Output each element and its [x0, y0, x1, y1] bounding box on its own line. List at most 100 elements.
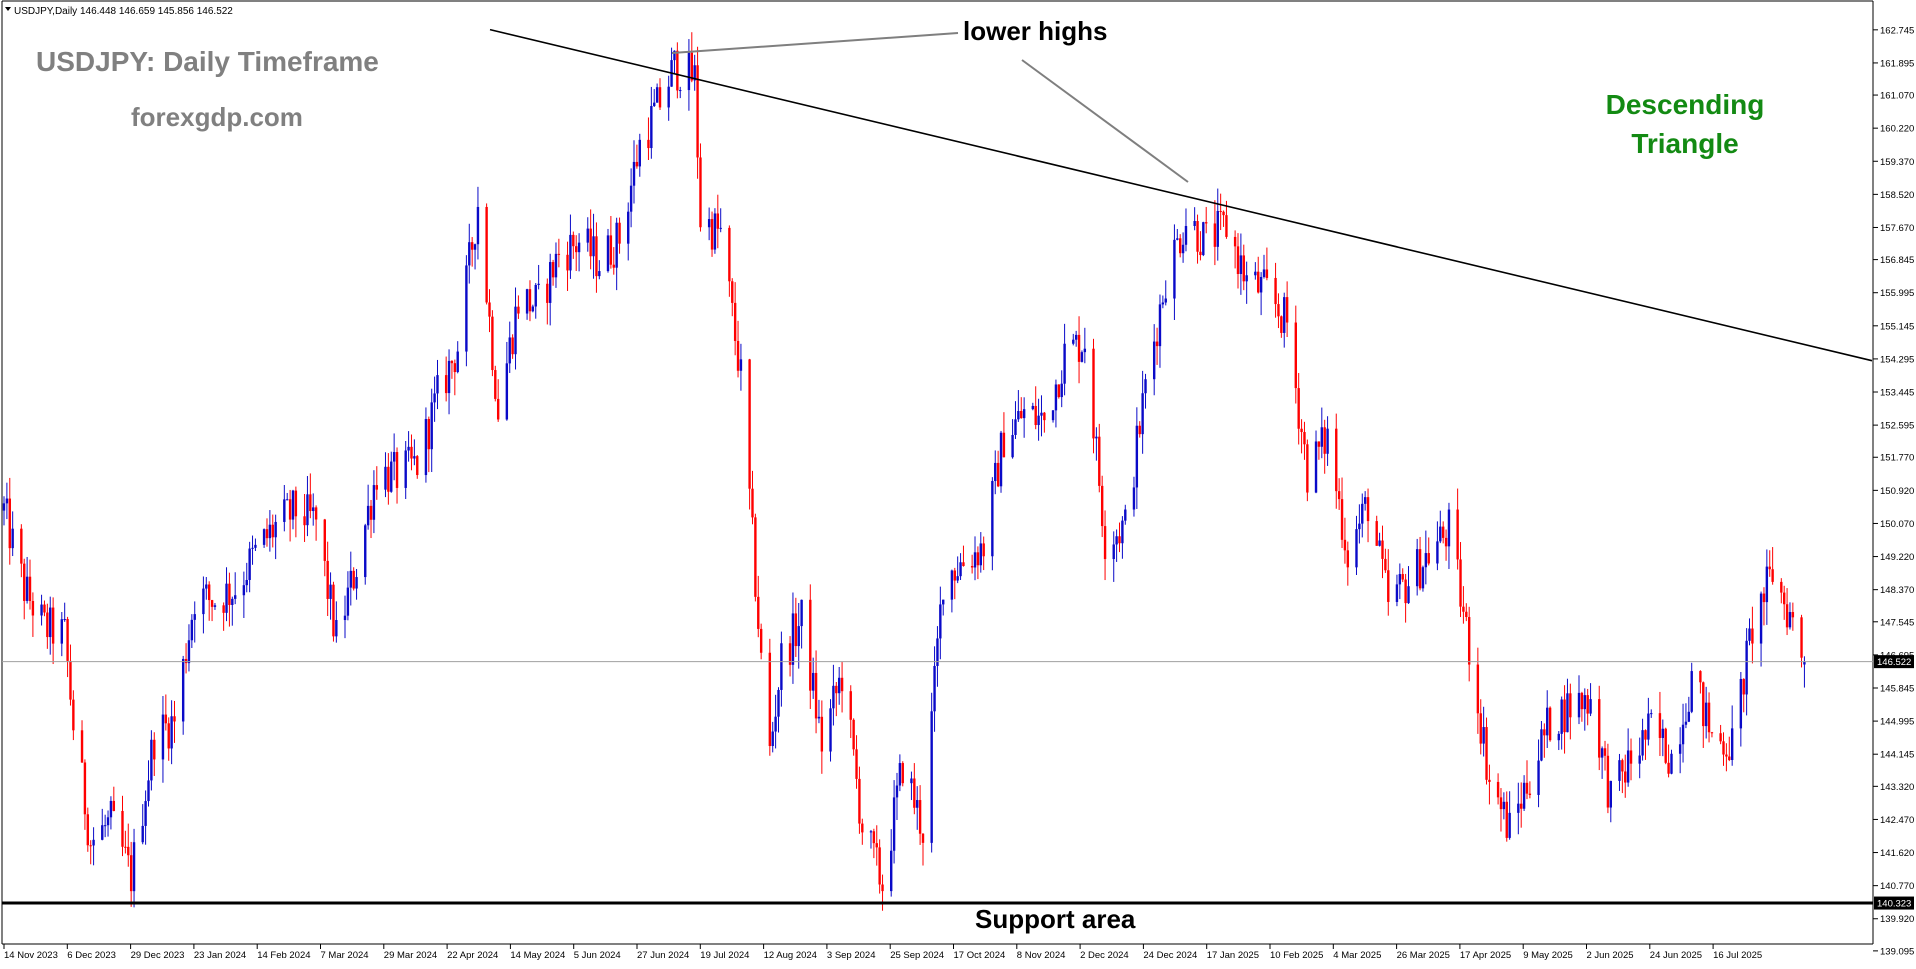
candle-body-bear [1586, 695, 1589, 714]
candle-body-bear [699, 157, 702, 228]
price-tick-label: 141.620 [1880, 848, 1914, 859]
candle-body-bull [1158, 304, 1162, 347]
candle-body-bull [1083, 348, 1087, 353]
candle-body-bear [1280, 316, 1283, 333]
candle-body-bear [303, 516, 306, 526]
candle-body-bear [1257, 271, 1260, 293]
candle-body-bull [1011, 434, 1014, 458]
candle-body-bull [268, 524, 272, 539]
candle-body-bear [528, 289, 532, 312]
price-tick-label: 161.070 [1880, 91, 1914, 102]
candle-body-bull [231, 598, 234, 605]
candle-body-bull [390, 461, 393, 492]
candle-body-bull [1173, 239, 1176, 299]
candle-body-bear [369, 505, 373, 520]
candle-body-bear [470, 242, 474, 250]
candle-body-bull [202, 588, 205, 615]
candle-body-bull [577, 242, 581, 253]
candle-body-bull [1051, 410, 1055, 421]
candle-body-bear [814, 672, 818, 719]
candle-body-bull [1540, 729, 1543, 761]
candle-body-bull [366, 505, 370, 526]
candle-body-bull [1239, 255, 1243, 275]
time-tick-label: 10 Feb 2025 [1270, 950, 1323, 961]
price-axis: 162.745 161.895 161.070 160.220 159.370 158.5… [1873, 25, 1914, 957]
candle-body-bear [1233, 236, 1237, 247]
candle-body-bear [1485, 727, 1488, 780]
candle-body-bear [1629, 750, 1633, 764]
price-tick-label: 154.295 [1880, 354, 1914, 365]
time-tick-label: 12 Aug 2024 [764, 950, 817, 961]
candle-body-bull [1115, 536, 1118, 545]
candle-body-bear [1465, 611, 1468, 618]
candle-body-bull [436, 375, 439, 394]
candle-body-bull [687, 52, 691, 91]
candle-body-bear [1525, 782, 1529, 794]
candle-body-bear [676, 50, 679, 91]
svg-text:140.323: 140.323 [1877, 899, 1911, 910]
candle-body-bear [976, 552, 980, 566]
candle-body-bull [837, 677, 841, 694]
chart-title: USDJPY: Daily Timeframe [36, 46, 379, 77]
candle-body-bear [129, 855, 133, 892]
candle-body-bull [950, 570, 954, 600]
candle-body-bear [1098, 436, 1101, 486]
candle-body-bull [1681, 724, 1685, 745]
candle-body-bull [473, 244, 477, 250]
candle-body-bull [1704, 702, 1708, 727]
candle-body-bull [465, 265, 468, 352]
candle-body-bear [566, 254, 569, 271]
candle-body-bear [768, 652, 772, 747]
candle-body-bear [572, 234, 575, 247]
candle-body-bull [1661, 728, 1665, 738]
candle-body-bear [658, 87, 662, 108]
candle-body-bull [1638, 755, 1641, 764]
candle-body-bull [936, 638, 939, 666]
candle-body-bull [1040, 412, 1043, 416]
candle-body-bull [1363, 497, 1367, 504]
candle-body-bull [364, 525, 367, 578]
price-tick-label: 161.895 [1880, 58, 1914, 69]
candle-body-bull [777, 689, 780, 717]
candle-body-bull [40, 604, 43, 616]
candle-body-bull [979, 543, 982, 566]
candle-body-bull [1684, 721, 1688, 725]
candle-body-bull [1245, 275, 1248, 282]
candle-body-bear [589, 228, 592, 257]
candle-body-bear [716, 213, 720, 229]
price-tick-label: 150.920 [1880, 486, 1914, 497]
candle-body-bull [1537, 760, 1540, 795]
candle-body-bull [329, 584, 332, 599]
candle-body-bear [858, 778, 861, 824]
candle-body-bear [1520, 803, 1523, 809]
candle-body-bull [1181, 244, 1185, 254]
candle-body-bear [43, 604, 46, 613]
candle-body-bear [28, 576, 32, 602]
candle-body-bear [1034, 405, 1037, 426]
candle-body-bull [629, 185, 633, 212]
candle-body-bear [754, 517, 757, 597]
candle-body-bull [1647, 713, 1650, 740]
candle-body-bear [1297, 388, 1300, 429]
time-tick-label: 6 Dec 2023 [67, 950, 116, 961]
candle-body-bear [1771, 569, 1774, 582]
candle-body-bull [1730, 728, 1734, 761]
candle-body-bear [488, 302, 491, 317]
candle-body-bull [592, 236, 595, 257]
candle-body-bear [416, 456, 419, 476]
candle-body-bear [387, 466, 390, 492]
symbol-dropdown-icon[interactable] [5, 7, 11, 11]
candle-body-bear [1346, 550, 1350, 568]
candle-body-bear [1303, 432, 1306, 445]
candle-body-bear [1242, 255, 1245, 282]
candle-body-bear [314, 507, 318, 520]
price-tick-label: 144.995 [1880, 717, 1914, 728]
candle-body-bear [1366, 497, 1370, 522]
candle-body-bear [918, 800, 922, 834]
candle-body-bull [569, 234, 572, 271]
candle-body-bull [1687, 711, 1691, 722]
candle-body-bear [728, 227, 731, 282]
support-area-label: Support area [975, 904, 1136, 934]
candle-body-bull [505, 363, 509, 420]
candle-body-bear [1057, 384, 1061, 398]
